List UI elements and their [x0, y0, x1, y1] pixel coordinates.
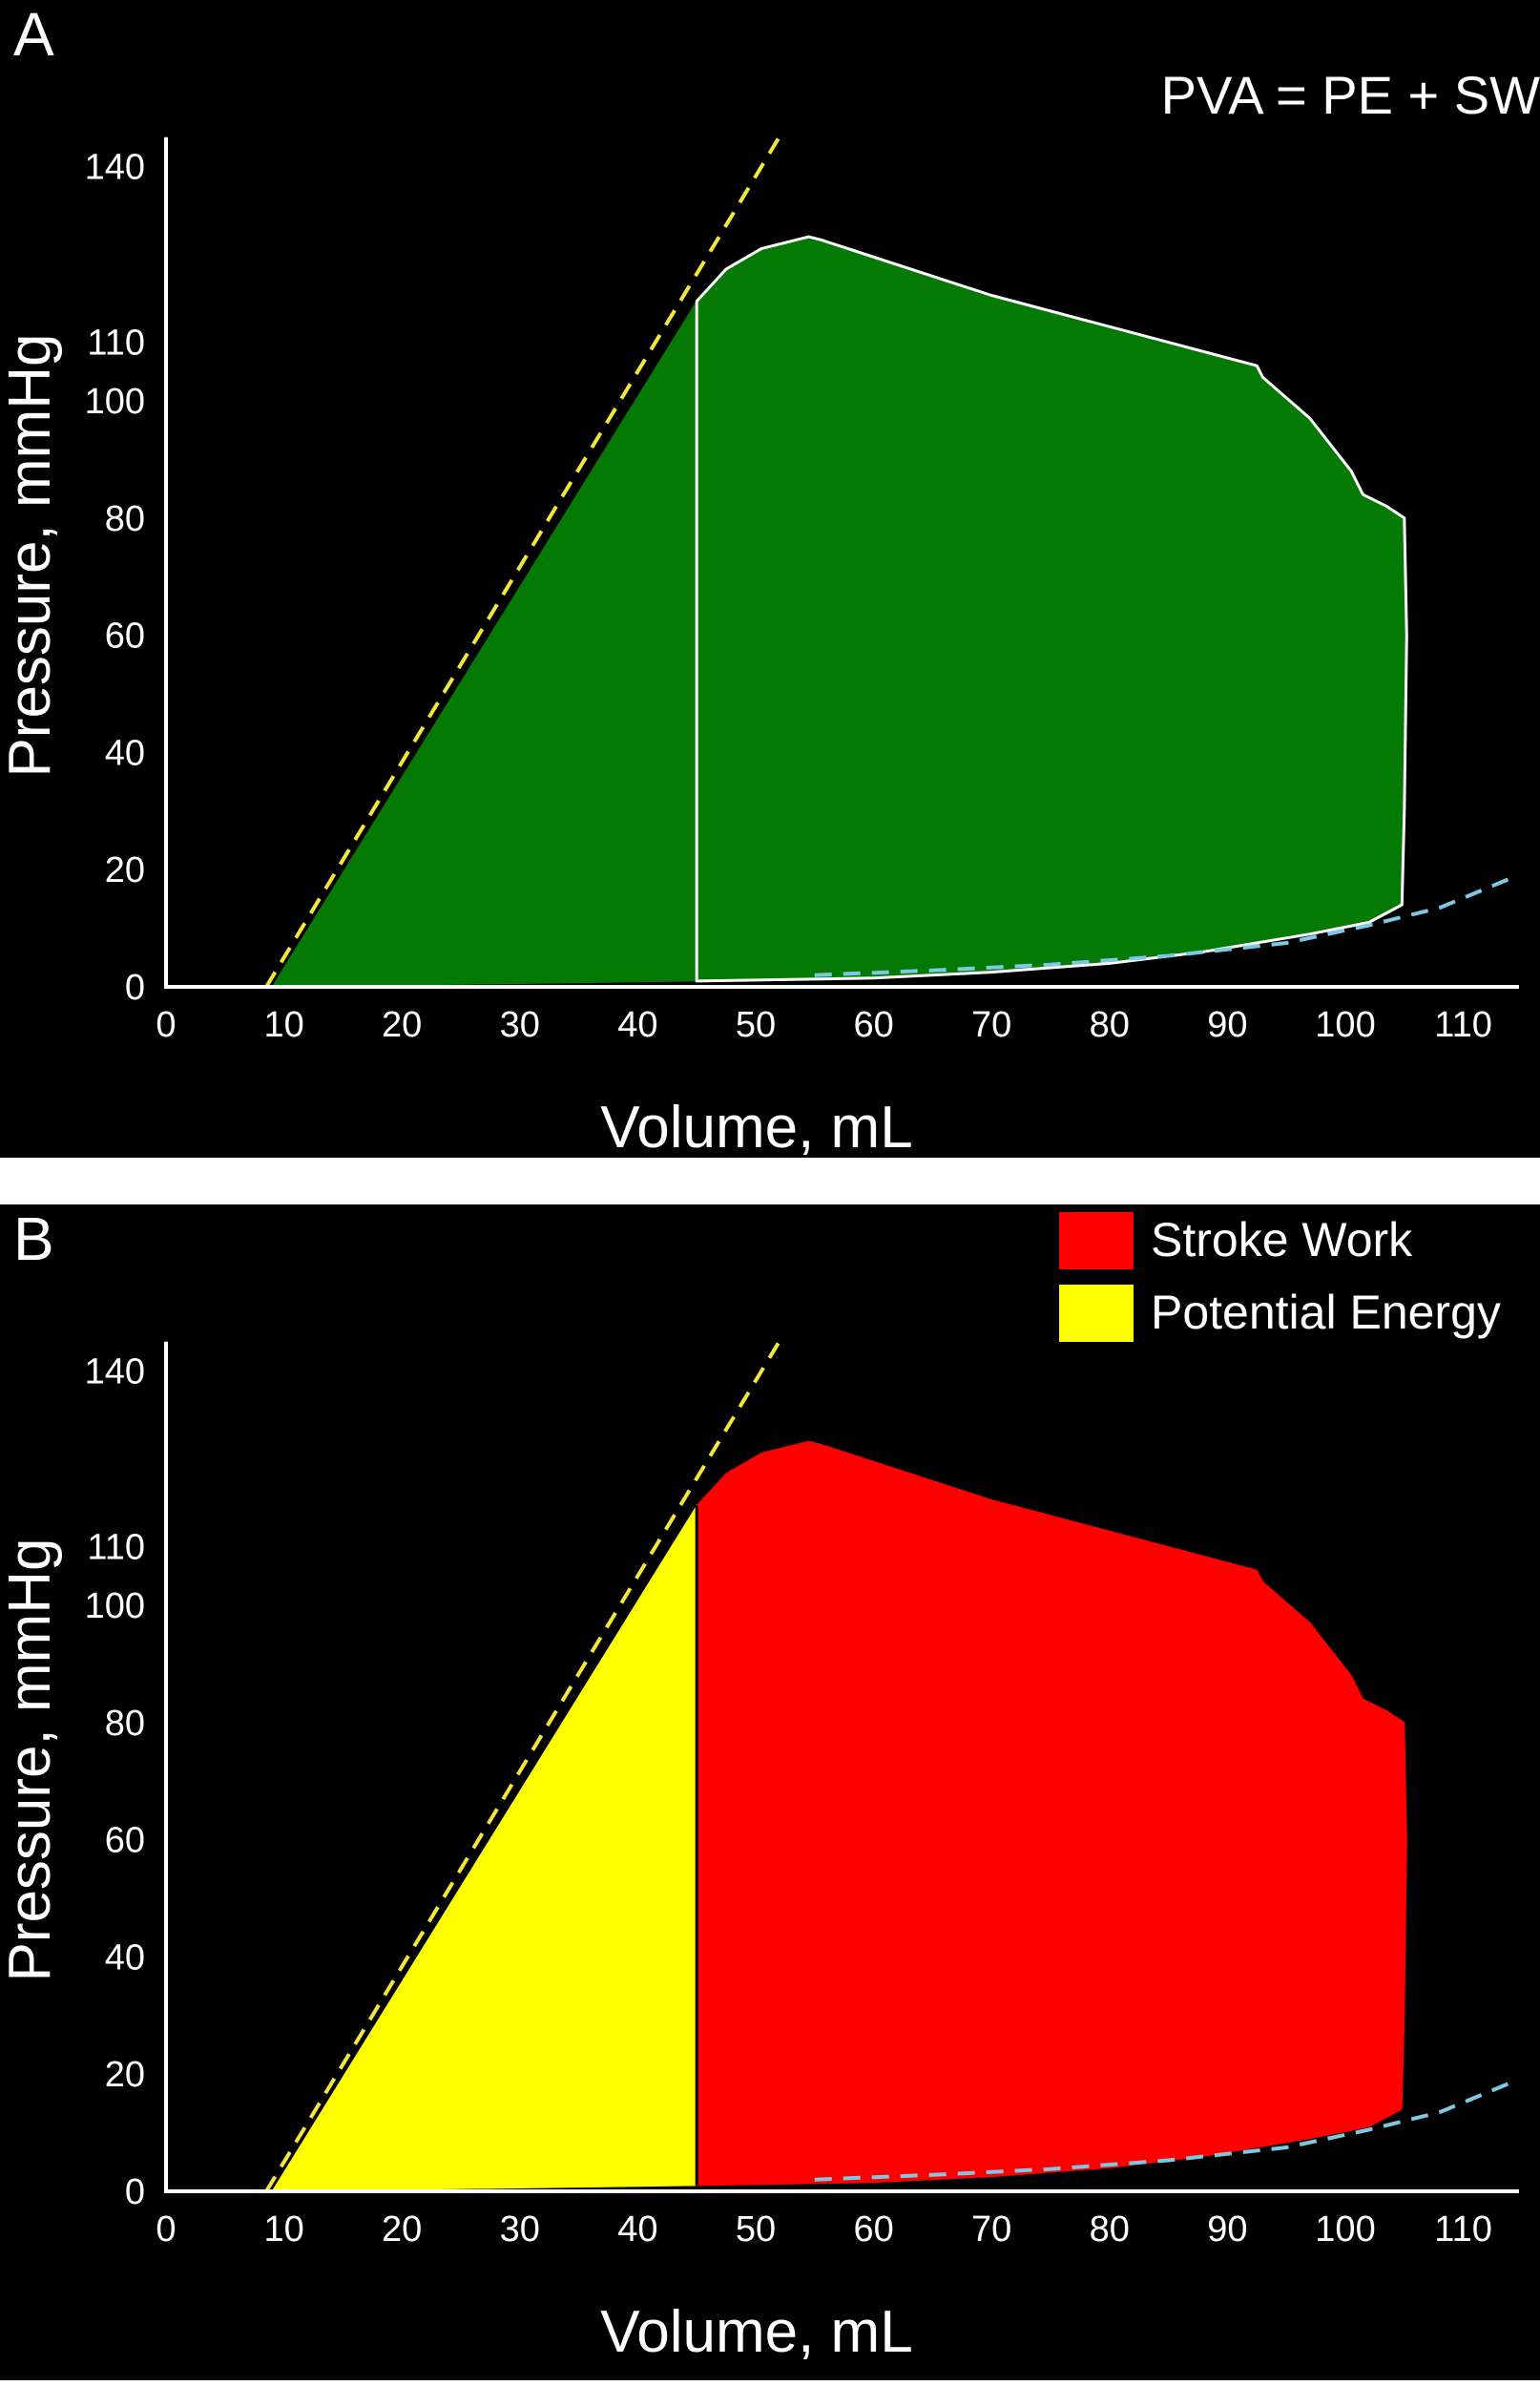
x-tick-label: 100: [1315, 2209, 1375, 2250]
x-tick-label: 110: [1434, 2209, 1492, 2250]
x-tick-label: 10: [263, 2209, 303, 2250]
edpvr-line: [814, 2081, 1511, 2182]
x-tick-label: 70: [971, 1005, 1011, 1045]
x-tick-label: 90: [1207, 2209, 1247, 2250]
x-tick-label: 30: [500, 2209, 540, 2250]
y-tick-label: 140: [85, 1351, 145, 1392]
panel-label: B: [13, 1204, 54, 1273]
legend-label: Stroke Work: [1151, 1213, 1413, 1266]
y-tick-label: 0: [125, 968, 145, 1008]
legend-item-stroke-work: Stroke Work: [1059, 1212, 1540, 1269]
x-tick-label: 80: [1090, 1005, 1130, 1045]
pv-loop-chart-a: 0 10 20 30 40 50 60 70 80 90 100 110 0 20 40 60 80 100 110…: [0, 136, 1519, 1158]
x-tick-label: 50: [736, 2209, 776, 2250]
x-tick-label: 50: [736, 1005, 776, 1045]
potential-energy-area: [271, 1503, 697, 2192]
panel-label: A: [13, 0, 54, 69]
y-tick-label: 80: [105, 1704, 145, 1744]
espvr-line: [264, 136, 781, 989]
x-tick-label: 20: [382, 1005, 422, 1045]
y-tick-label: 40: [105, 1937, 145, 1978]
x-tick-label: 90: [1207, 1005, 1247, 1045]
x-tick-label: 40: [617, 2209, 657, 2250]
x-tick-label: 100: [1315, 1005, 1375, 1045]
x-tick-label: 110: [1434, 1005, 1492, 1045]
y-tick-label: 20: [105, 2055, 145, 2095]
y-tick-label: 110: [87, 324, 145, 364]
espvr-line: [264, 1340, 781, 2193]
legend-swatch: [1059, 1285, 1134, 1342]
x-tick-label: 80: [1090, 2209, 1130, 2250]
y-tick-label: 80: [105, 499, 145, 539]
x-tick-label: 60: [853, 1005, 893, 1045]
x-axis-title: Volume, mL: [600, 1095, 912, 1158]
pva-formula: PVA = PE + SW: [1160, 65, 1540, 125]
legend-label: Potential Energy: [1151, 1286, 1501, 1339]
y-tick-label: 60: [105, 617, 145, 657]
panel-a: 0 10 20 30 40 50 60 70 80 90 100 110 0 20 40 60 80 100 110…: [0, 0, 1540, 1158]
y-tick-label: 100: [85, 1586, 145, 1626]
pv-loop-chart-b: 0 10 20 30 40 50 60 70 80 90 100 110 0 20 40 60 80 100 110…: [0, 1340, 1519, 2365]
y-tick-label: 100: [85, 382, 145, 422]
x-tick-label: 40: [617, 1005, 657, 1045]
panel-b: 0 10 20 30 40 50 60 70 80 90 100 110 0 20 40 60 80 100 110…: [0, 1204, 1540, 2380]
potential-energy-area: [271, 299, 697, 988]
x-tick-label: 60: [853, 2209, 893, 2250]
edpvr-line: [814, 876, 1511, 977]
y-axis-title: Pressure, mmHg: [0, 333, 63, 777]
y-tick-label: 60: [105, 1821, 145, 1861]
x-tick-label: 0: [156, 1005, 176, 1045]
x-tick-label: 20: [382, 2209, 422, 2250]
pv-loop-area: [695, 235, 1408, 983]
y-tick-label: 140: [85, 147, 145, 187]
y-tick-label: 40: [105, 733, 145, 773]
y-axis-title: Pressure, mmHg: [0, 1538, 63, 1981]
x-tick-label: 0: [156, 2209, 176, 2250]
y-tick-label: 20: [105, 850, 145, 890]
stroke-work-area: [696, 1440, 1407, 2187]
y-tick-label: 110: [87, 1528, 145, 1568]
x-tick-label: 70: [971, 2209, 1011, 2250]
x-tick-label: 10: [263, 1005, 303, 1045]
y-tick-label: 0: [125, 2172, 145, 2212]
x-axis-title: Volume, mL: [600, 2299, 912, 2365]
legend-swatch: [1059, 1212, 1134, 1269]
x-tick-label: 30: [500, 1005, 540, 1045]
legend-item-potential-energy: Potential Energy: [1059, 1285, 1540, 1342]
